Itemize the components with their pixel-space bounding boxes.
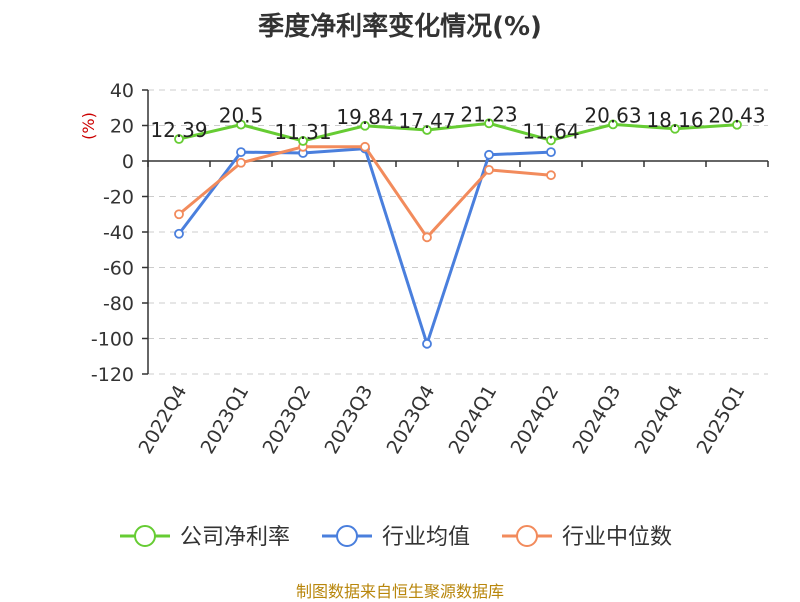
legend-marker [516, 525, 538, 547]
legend-entry: 行业均值 [382, 525, 470, 550]
data-point [732, 119, 742, 130]
data-point [174, 209, 184, 220]
legend: 公司净利率 行业均值 行业中位数 [120, 525, 672, 550]
data-point [360, 120, 370, 131]
x-tick-label: 2024Q2 [507, 382, 564, 458]
x-tick-label: 2023Q3 [321, 382, 378, 458]
data-label: 17.47 [398, 109, 455, 133]
data-point [484, 149, 494, 160]
data-point [422, 338, 432, 349]
x-tick-label: 2023Q4 [383, 382, 440, 458]
data-point [236, 147, 246, 158]
data-point [360, 141, 370, 152]
data-point [546, 147, 556, 158]
data-point [546, 135, 556, 146]
y-tick-label: 0 [122, 151, 134, 173]
data-label: 20.43 [708, 104, 765, 128]
data-label: 11.64 [522, 119, 579, 143]
data-point [236, 119, 246, 130]
series-line [178, 121, 738, 143]
data-point [174, 134, 184, 144]
data-source: 制图数据来自恒生聚源数据库 [295, 582, 504, 601]
data-label: 19.84 [336, 105, 393, 129]
data-point [670, 123, 680, 134]
data-point [422, 125, 432, 135]
data-point [422, 232, 432, 243]
x-tick-label: 2024Q1 [445, 382, 502, 458]
data-point [174, 228, 184, 239]
data-point [484, 118, 494, 129]
x-tick-label: 2024Q3 [569, 382, 626, 458]
chart-title: 季度净利率变化情况(%) [258, 12, 542, 42]
data-point [236, 157, 246, 168]
x-tick-label: 2022Q4 [135, 382, 192, 458]
x-tick-label: 2025Q1 [693, 382, 750, 458]
data-label: 12.39 [150, 118, 207, 142]
y-axis-label: (%) [79, 112, 98, 140]
data-point [608, 119, 618, 130]
legend-entry: 行业中位数 [562, 525, 672, 550]
y-tick-label: -20 [103, 187, 134, 209]
data-point [546, 170, 556, 181]
y-tick-label: 40 [110, 80, 134, 102]
data-label: 20.63 [584, 103, 641, 127]
data-label: 21.23 [460, 102, 517, 126]
y-tick-label: -120 [91, 364, 134, 386]
x-tick-label: 2023Q1 [197, 382, 254, 458]
y-tick-label: -40 [103, 222, 134, 244]
x-tick-labels: 2022Q4 2023Q1 2023Q2 2023Q3 2023Q4 2024Q1 2024… [135, 382, 750, 458]
y-tick-labels: 40 20 0 -20 -40 -60 -80 -100 -120 [91, 80, 134, 386]
data-point [484, 164, 494, 175]
y-tick-label: -80 [103, 293, 134, 315]
legend-entry: 公司净利率 [180, 525, 290, 550]
axes [142, 89, 769, 375]
legend-marker [336, 525, 358, 547]
data-label: 11.31 [274, 120, 331, 144]
y-tick-label: -60 [103, 258, 134, 280]
data-point [298, 136, 308, 146]
series-line [177, 147, 552, 346]
x-tick-label: 2023Q2 [259, 382, 316, 458]
y-tick-label: -100 [91, 329, 134, 351]
data-label: 18.16 [646, 108, 703, 132]
x-tick-label: 2024Q4 [631, 382, 688, 458]
series-lines [174, 118, 742, 349]
legend-marker [134, 525, 156, 547]
data-label: 20.5 [219, 104, 264, 128]
y-tick-label: 20 [110, 116, 134, 138]
